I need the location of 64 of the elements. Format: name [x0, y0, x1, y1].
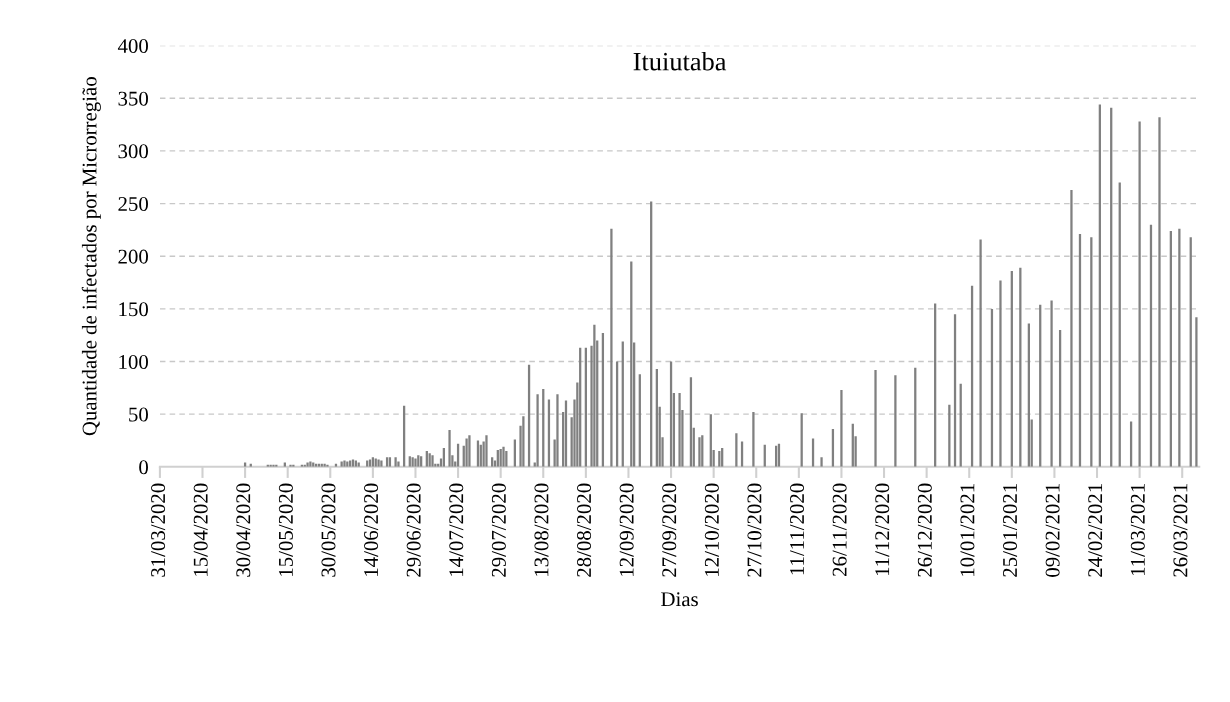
bar	[874, 369, 877, 467]
bar	[752, 412, 755, 467]
x-tick-label: 10/01/2021	[960, 484, 975, 576]
bar	[1178, 228, 1181, 467]
x-tick-label: 24/02/2021	[1088, 484, 1103, 577]
bar	[1158, 117, 1161, 467]
bar	[840, 389, 843, 467]
x-tick-label: 30/04/2020	[236, 483, 251, 577]
x-axis-title: Dias	[661, 592, 698, 607]
y-axis-title: Quantidade de infectados por Microrregião	[81, 77, 101, 436]
x-tick-label: 14/07/2020	[449, 483, 464, 576]
x-tick-label: 26/03/2021	[1173, 484, 1188, 577]
x-tick-label: 29/06/2020	[406, 483, 421, 577]
y-tick-label: 0	[139, 460, 148, 475]
bar	[465, 438, 468, 467]
x-tick-label: 27/10/2020	[747, 483, 762, 577]
x-tick-label: 13/08/2020	[534, 483, 549, 576]
y-tick-label: 400	[117, 39, 148, 54]
bar	[1138, 121, 1141, 467]
x-tick-label: 26/12/2020	[917, 483, 932, 577]
y-tick-label: 100	[119, 354, 148, 369]
chart-title: Ituiutaba	[633, 51, 727, 71]
bar	[820, 457, 823, 467]
bar	[678, 393, 681, 467]
bar	[468, 435, 471, 467]
x-tick-label: 09/02/2021	[1045, 484, 1060, 577]
bar	[380, 460, 383, 467]
x-tick-label: 26/11/2020	[832, 483, 847, 577]
bar	[894, 375, 897, 467]
x-tick-label: 28/08/2020	[577, 483, 592, 577]
x-tick-label: 14/06/2020	[364, 483, 379, 576]
bar	[397, 461, 400, 467]
y-tick-label: 350	[118, 91, 148, 106]
bar	[536, 394, 539, 467]
x-tick-label: 11/11/2020	[790, 483, 805, 575]
y-tick-label: 300	[118, 144, 148, 159]
bar	[556, 394, 559, 467]
x-tick-label: 27/09/2020	[662, 483, 677, 577]
bar	[610, 228, 613, 467]
bar	[979, 239, 982, 467]
bar	[522, 416, 525, 467]
bar	[735, 433, 738, 467]
bar	[1070, 189, 1073, 467]
x-tick-label: 12/09/2020	[619, 483, 634, 576]
y-tick-label: 200	[118, 249, 148, 264]
y-tick-label: 250	[118, 196, 148, 212]
bar	[1195, 317, 1198, 467]
bar	[593, 324, 596, 467]
x-tick-label: 15/05/2020	[278, 483, 293, 576]
y-tick-label: 50	[129, 407, 148, 422]
x-tick-label: 12/10/2020	[704, 483, 719, 576]
bar	[1050, 300, 1053, 467]
x-tick-label: 31/03/2020	[151, 483, 166, 577]
y-tick-label: 150	[119, 302, 148, 317]
x-tick-label: 30/05/2020	[321, 483, 336, 577]
x-tick-label: 29/07/2020	[491, 483, 506, 577]
bar	[485, 435, 488, 467]
x-tick-label: 11/12/2020	[875, 483, 890, 576]
x-tick-label: 11/03/2021	[1130, 484, 1145, 576]
bar	[999, 280, 1002, 467]
bar	[394, 457, 397, 467]
bar	[448, 429, 451, 467]
x-tick-label: 15/04/2020	[193, 483, 208, 576]
x-tick-label: 25/01/2021	[1002, 484, 1018, 577]
